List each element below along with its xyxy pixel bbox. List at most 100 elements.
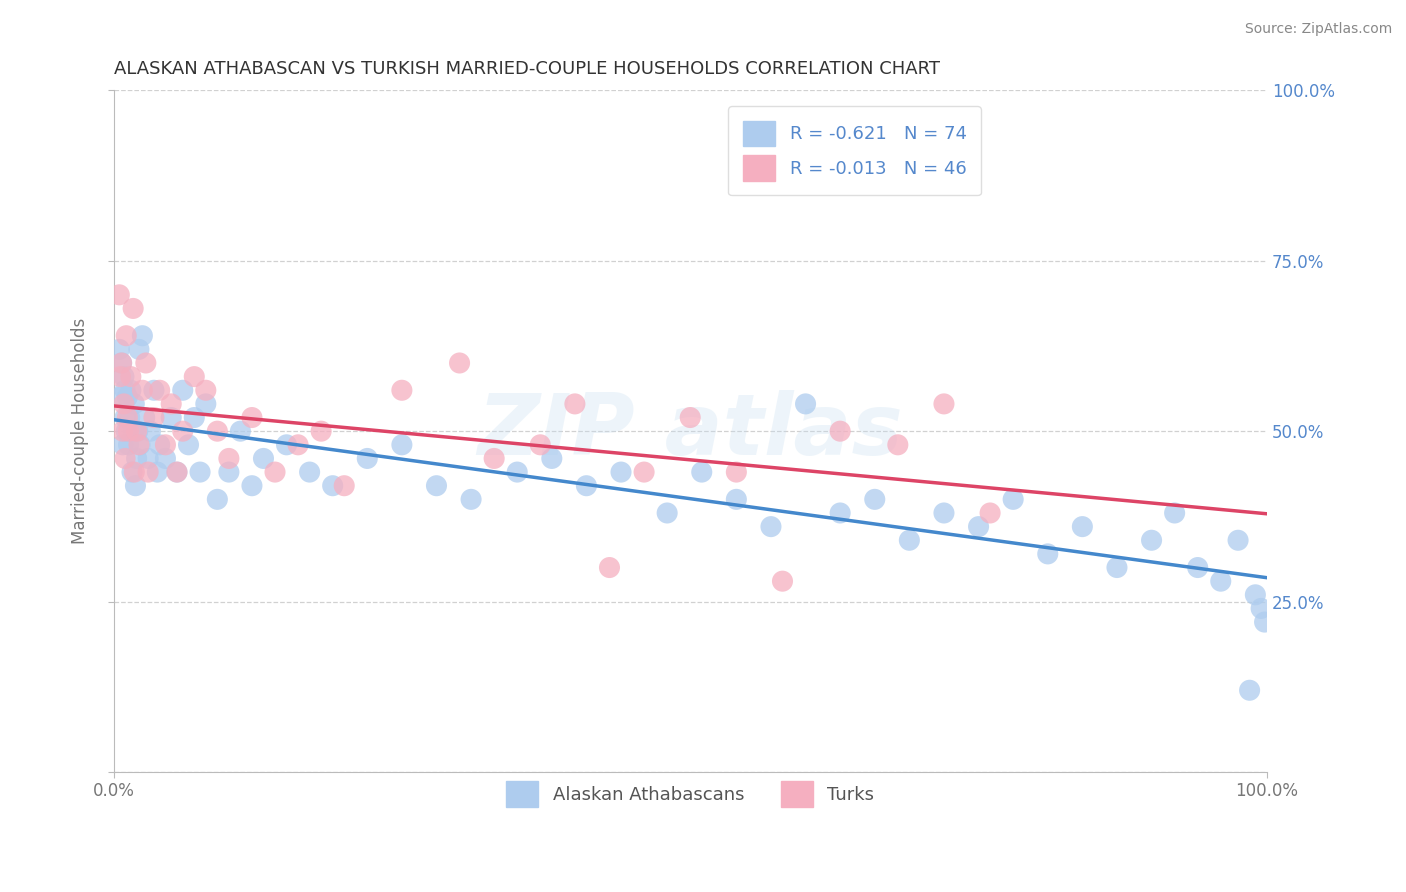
- Point: [1036, 547, 1059, 561]
- Point: [298, 465, 321, 479]
- Text: ALASKAN ATHABASCAN VS TURKISH MARRIED-COUPLE HOUSEHOLDS CORRELATION CHART: ALASKAN ATHABASCAN VS TURKISH MARRIED-CO…: [114, 60, 939, 78]
- Point: [110, 369, 132, 384]
- Point: [391, 384, 413, 398]
- Point: [120, 369, 142, 384]
- Text: Source: ZipAtlas.com: Source: ZipAtlas.com: [1244, 22, 1392, 37]
- Point: [146, 465, 169, 479]
- Point: [207, 424, 229, 438]
- Point: [309, 424, 332, 438]
- Point: [276, 438, 298, 452]
- Point: [112, 397, 135, 411]
- Point: [172, 384, 194, 398]
- Point: [1140, 533, 1163, 548]
- Point: [149, 438, 172, 452]
- Point: [540, 451, 562, 466]
- Point: [1071, 519, 1094, 533]
- Point: [117, 390, 139, 404]
- Point: [111, 438, 134, 452]
- Point: [134, 410, 156, 425]
- Point: [1002, 492, 1025, 507]
- Point: [108, 343, 131, 357]
- Point: [564, 397, 586, 411]
- Point: [117, 438, 139, 452]
- Point: [160, 410, 183, 425]
- Text: ZIP atlas: ZIP atlas: [478, 390, 903, 473]
- Point: [529, 438, 551, 452]
- Point: [794, 397, 817, 411]
- Point: [690, 465, 713, 479]
- Point: [633, 465, 655, 479]
- Point: [117, 410, 139, 425]
- Point: [124, 397, 146, 411]
- Point: [1187, 560, 1209, 574]
- Point: [1209, 574, 1232, 589]
- Point: [830, 424, 852, 438]
- Point: [166, 465, 188, 479]
- Point: [149, 384, 172, 398]
- Point: [240, 410, 263, 425]
- Point: [830, 506, 852, 520]
- Point: [482, 451, 505, 466]
- Point: [118, 410, 141, 425]
- Point: [122, 424, 145, 438]
- Point: [979, 506, 1001, 520]
- Point: [506, 465, 529, 479]
- Point: [610, 465, 633, 479]
- Point: [172, 424, 194, 438]
- Point: [194, 397, 217, 411]
- Point: [863, 492, 886, 507]
- Point: [1105, 560, 1128, 574]
- Point: [322, 479, 344, 493]
- Point: [759, 519, 782, 533]
- Point: [135, 356, 157, 370]
- Point: [887, 438, 910, 452]
- Point: [188, 465, 211, 479]
- Point: [136, 451, 159, 466]
- Point: [425, 479, 447, 493]
- Point: [1163, 506, 1185, 520]
- Point: [108, 288, 131, 302]
- Point: [932, 397, 955, 411]
- Point: [240, 479, 263, 493]
- Point: [898, 533, 921, 548]
- Point: [725, 465, 748, 479]
- Point: [124, 479, 146, 493]
- Point: [110, 390, 132, 404]
- Point: [114, 410, 136, 425]
- Point: [117, 424, 139, 438]
- Point: [142, 410, 165, 425]
- Point: [772, 574, 794, 589]
- Point: [177, 438, 200, 452]
- Point: [111, 356, 134, 370]
- Point: [460, 492, 482, 507]
- Point: [125, 424, 148, 438]
- Point: [128, 438, 150, 452]
- Point: [139, 424, 162, 438]
- Point: [136, 465, 159, 479]
- Point: [114, 451, 136, 466]
- Point: [115, 328, 138, 343]
- Point: [155, 438, 177, 452]
- Point: [725, 492, 748, 507]
- Point: [115, 424, 138, 438]
- Point: [120, 384, 142, 398]
- Point: [1239, 683, 1261, 698]
- Point: [129, 438, 152, 452]
- Point: [218, 451, 240, 466]
- Point: [121, 465, 143, 479]
- Point: [183, 369, 205, 384]
- Point: [967, 519, 990, 533]
- Point: [264, 465, 287, 479]
- Point: [122, 301, 145, 316]
- Point: [218, 465, 240, 479]
- Point: [142, 384, 165, 398]
- Point: [125, 451, 148, 466]
- Point: [155, 451, 177, 466]
- Point: [391, 438, 413, 452]
- Point: [127, 424, 149, 438]
- Point: [932, 506, 955, 520]
- Point: [124, 465, 146, 479]
- Point: [679, 410, 702, 425]
- Point: [111, 424, 134, 438]
- Point: [194, 384, 217, 398]
